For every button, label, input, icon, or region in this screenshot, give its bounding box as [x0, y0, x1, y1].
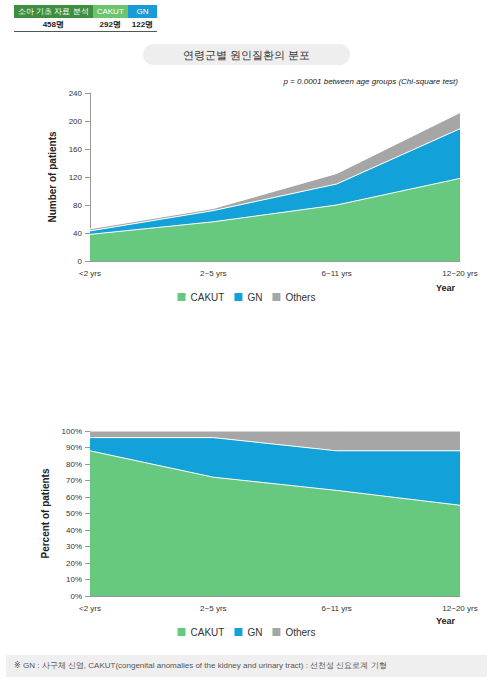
svg-text:50%: 50% — [66, 509, 82, 518]
html-text:소아 기초 자료 분석: 소아 기초 자료 분석 — [18, 7, 89, 16]
svg-text:30%: 30% — [66, 542, 82, 551]
svg-text:Percent of patients: Percent of patients — [40, 468, 51, 558]
html-text:GN: GN — [136, 7, 149, 16]
svg-text:100%: 100% — [62, 427, 82, 436]
svg-text:12~20 yrs: 12~20 yrs — [442, 604, 477, 613]
svg-text:10%: 10% — [66, 575, 82, 584]
svg-text:20%: 20% — [66, 559, 82, 568]
svg-text:12~20 yrs: 12~20 yrs — [442, 269, 477, 278]
svg-text:0%: 0% — [70, 592, 82, 601]
svg-text:70%: 70% — [66, 476, 82, 485]
svg-text:80: 80 — [73, 201, 82, 210]
html-text:458명: 458명 — [42, 20, 64, 29]
svg-text:Others: Others — [285, 292, 315, 303]
svg-text:<2 yrs: <2 yrs — [79, 604, 101, 613]
svg-text:CAKUT: CAKUT — [191, 292, 225, 303]
html-text:122명: 122명 — [131, 20, 154, 29]
svg-text:CAKUT: CAKUT — [191, 627, 225, 638]
svg-text:160: 160 — [69, 145, 83, 154]
svg-text:Year: Year — [436, 283, 456, 293]
svg-text:Others: Others — [285, 627, 315, 638]
svg-text:<2 yrs: <2 yrs — [79, 269, 101, 278]
svg-text:200: 200 — [69, 117, 83, 126]
svg-text:6~11 yrs: 6~11 yrs — [322, 269, 352, 278]
svg-text:6~11 yrs: 6~11 yrs — [322, 604, 352, 613]
svg-text:120: 120 — [69, 173, 83, 182]
svg-text:Year: Year — [436, 616, 456, 626]
html-text:CAKUT: CAKUT — [96, 7, 124, 16]
svg-text:연령군별 원인질환의 분포: 연령군별 원인질환의 분포 — [183, 49, 310, 61]
svg-text:0: 0 — [78, 257, 83, 266]
svg-text:80%: 80% — [66, 460, 82, 469]
svg-text:2~5 yrs: 2~5 yrs — [200, 604, 226, 613]
svg-text:40%: 40% — [66, 526, 82, 535]
svg-text:60%: 60% — [66, 493, 82, 502]
svg-text:2~5 yrs: 2~5 yrs — [200, 269, 226, 278]
svg-text:GN: GN — [247, 292, 262, 303]
html-text:※ GN : 사구체 신염, CAKUT(congenita: ※ GN : 사구체 신염, CAKUT(congenital anomalie… — [14, 661, 387, 670]
svg-text:p = 0.0001 between age groups: p = 0.0001 between age groups (Chi-squar… — [282, 77, 458, 86]
svg-text:40: 40 — [73, 229, 82, 238]
svg-text:Number of patients: Number of patients — [47, 131, 58, 223]
svg-text:90%: 90% — [66, 443, 82, 452]
html-text:292명: 292명 — [99, 20, 121, 29]
svg-text:240: 240 — [69, 89, 83, 98]
svg-text:GN: GN — [247, 627, 262, 638]
